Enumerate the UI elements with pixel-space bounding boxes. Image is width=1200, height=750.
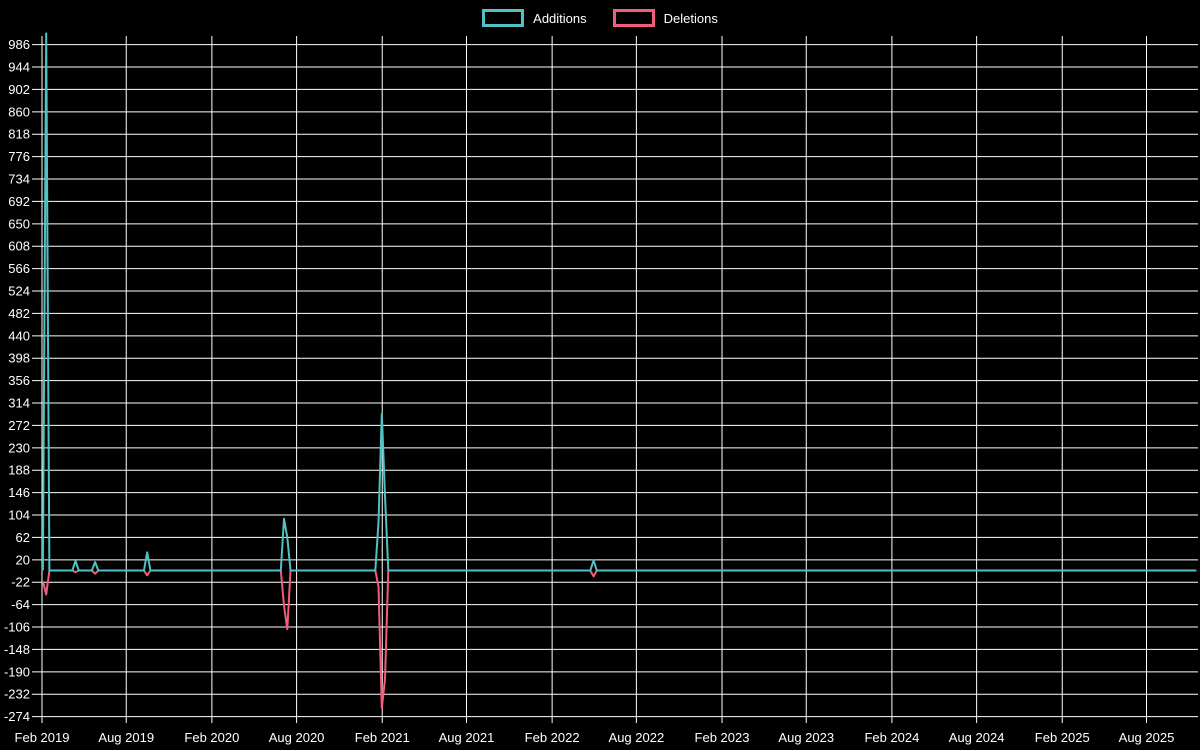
- svg-text:Feb 2020: Feb 2020: [184, 730, 239, 745]
- y-axis-labels: 986 944 902 860 818 776 734 692 650 608 566 524 482 4…: [4, 37, 30, 724]
- svg-text:Feb 2021: Feb 2021: [355, 730, 410, 745]
- svg-text:-22: -22: [11, 575, 30, 590]
- svg-text:524: 524: [8, 284, 30, 299]
- svg-text:Aug 2023: Aug 2023: [778, 730, 834, 745]
- svg-text:20: 20: [16, 552, 30, 567]
- svg-text:860: 860: [8, 104, 30, 119]
- svg-text:Feb 2023: Feb 2023: [695, 730, 750, 745]
- svg-text:566: 566: [8, 261, 30, 276]
- legend-item-deletions[interactable]: Deletions: [612, 9, 718, 27]
- svg-text:272: 272: [8, 418, 30, 433]
- svg-text:440: 440: [8, 328, 30, 343]
- svg-text:986: 986: [8, 37, 30, 52]
- svg-text:104: 104: [8, 508, 30, 523]
- svg-text:650: 650: [8, 216, 30, 231]
- svg-text:-64: -64: [11, 597, 30, 612]
- svg-text:776: 776: [8, 149, 30, 164]
- svg-text:944: 944: [8, 60, 30, 75]
- chart-legend: Additions Deletions: [0, 9, 1200, 27]
- svg-text:230: 230: [8, 440, 30, 455]
- x-axis-labels: Feb 2019 Aug 2019 Feb 2020 Aug 2020 Feb 2021…: [15, 730, 1175, 745]
- y-gridlines: [32, 44, 1198, 718]
- legend-deletions-label: Deletions: [663, 10, 718, 26]
- svg-text:-190: -190: [4, 664, 30, 679]
- svg-text:Feb 2025: Feb 2025: [1035, 730, 1090, 745]
- svg-text:902: 902: [8, 82, 30, 97]
- svg-text:398: 398: [8, 351, 30, 366]
- svg-text:Feb 2019: Feb 2019: [15, 730, 70, 745]
- svg-text:692: 692: [8, 194, 30, 209]
- x-gridlines: [41, 36, 1148, 723]
- svg-text:62: 62: [16, 530, 30, 545]
- svg-text:-148: -148: [4, 642, 30, 657]
- svg-text:-274: -274: [4, 709, 30, 724]
- svg-text:188: 188: [8, 463, 30, 478]
- svg-text:356: 356: [8, 373, 30, 388]
- svg-text:Feb 2022: Feb 2022: [525, 730, 580, 745]
- deletions-line: [41, 569, 1197, 710]
- svg-text:Aug 2024: Aug 2024: [949, 730, 1005, 745]
- legend-additions-label: Additions: [533, 10, 587, 26]
- svg-text:Aug 2019: Aug 2019: [98, 730, 154, 745]
- additions-line: [41, 32, 1197, 572]
- svg-text:Aug 2022: Aug 2022: [609, 730, 665, 745]
- svg-text:146: 146: [8, 485, 30, 500]
- svg-text:Aug 2020: Aug 2020: [269, 730, 325, 745]
- legend-item-additions[interactable]: Additions: [482, 9, 587, 27]
- svg-text:Aug 2021: Aug 2021: [439, 730, 495, 745]
- svg-text:Aug 2025: Aug 2025: [1119, 730, 1175, 745]
- svg-text:482: 482: [8, 306, 30, 321]
- svg-text:Feb 2024: Feb 2024: [864, 730, 919, 745]
- deletions-swatch-icon: [612, 9, 655, 27]
- svg-text:608: 608: [8, 239, 30, 254]
- svg-text:734: 734: [8, 172, 30, 187]
- svg-text:818: 818: [8, 127, 30, 142]
- svg-text:314: 314: [8, 396, 30, 411]
- svg-text:-106: -106: [4, 620, 30, 635]
- svg-text:-232: -232: [4, 687, 30, 702]
- additions-swatch-icon: [482, 9, 525, 27]
